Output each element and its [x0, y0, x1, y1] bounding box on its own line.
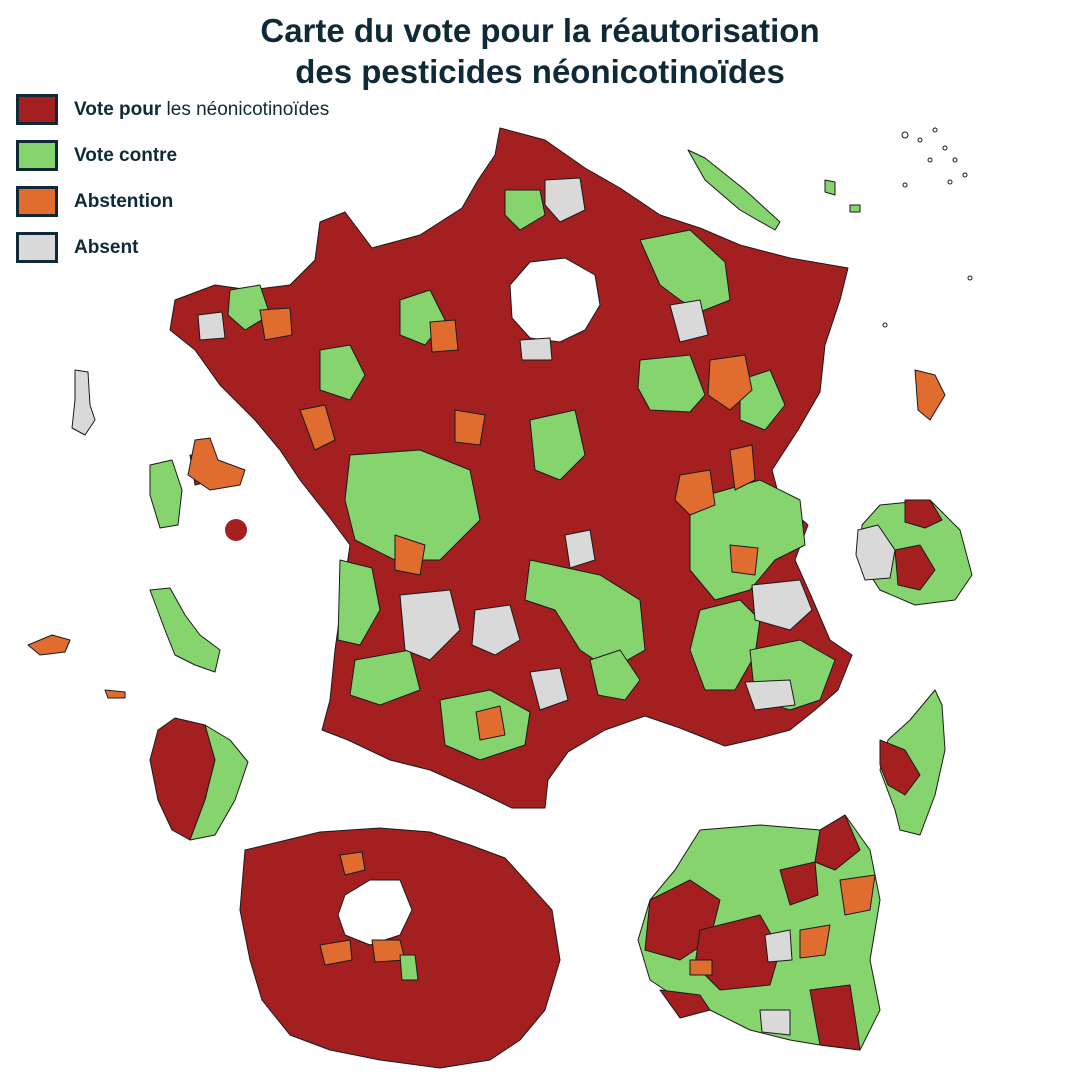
pc-pour: [659, 989, 711, 1019]
guyane-contre: [189, 724, 249, 841]
region-absent: [544, 177, 586, 223]
region-absent: [197, 311, 226, 341]
legend-swatch-absent: [16, 232, 58, 263]
wallis-island: [849, 204, 861, 213]
legend-label-contre: Vote contre: [74, 144, 178, 166]
pc-pour: [809, 984, 861, 1051]
guadeloupe-island: [225, 519, 247, 541]
reunion-pour: [904, 499, 943, 529]
pc-abstention: [689, 959, 713, 976]
spm-absent: [71, 369, 96, 436]
guadeloupe-west: [149, 459, 183, 529]
region-contre: [689, 599, 761, 691]
region-absent: [519, 337, 553, 361]
idf-abstention: [319, 939, 353, 966]
region-contre: [529, 409, 586, 481]
region-absent: [751, 579, 813, 631]
corsica: [879, 689, 946, 836]
pc-absent: [759, 1009, 791, 1036]
region-abstention: [394, 534, 426, 576]
martinique-contre: [149, 587, 221, 673]
paris-region-hole: [509, 257, 601, 343]
region-contre: [504, 189, 546, 231]
corsica-pour: [879, 739, 921, 796]
pc-abstention: [839, 874, 876, 916]
region-contre: [639, 229, 731, 313]
map-title-line2: des pesticides néonicotinoïdes: [295, 53, 785, 90]
polynesie-island: [824, 179, 836, 196]
legend-label-absent: Absent: [74, 236, 139, 258]
legend-item-abstention: Abstention: [16, 186, 329, 217]
region-abstention: [674, 469, 716, 516]
pc-absent: [764, 929, 793, 963]
small-island-abstention: [27, 634, 71, 656]
region-absent: [399, 589, 461, 661]
region-abstention: [729, 544, 759, 576]
pc-abstention: [799, 924, 831, 959]
mayotte-abstention: [914, 369, 946, 421]
region-contre: [319, 344, 366, 401]
region-abstention: [299, 404, 336, 451]
pc-pour: [814, 814, 861, 871]
region-contre: [589, 649, 641, 701]
region-abstention: [454, 409, 486, 446]
legend: Vote pour les néonicotinoïdes Vote contr…: [16, 94, 329, 278]
region-absent: [564, 529, 596, 569]
map-title: Carte du vote pour la réautorisation des…: [0, 10, 1080, 92]
legend-swatch-pour: [16, 94, 58, 125]
legend-item-pour: Vote pour les néonicotinoïdes: [16, 94, 329, 125]
region-contre: [349, 649, 421, 706]
region-abstention: [707, 354, 753, 411]
martinique: [149, 587, 221, 673]
legend-label-abstention: Abstention: [74, 190, 174, 212]
region-contre: [689, 479, 806, 601]
region-contre: [637, 354, 706, 413]
region-absent: [471, 604, 521, 656]
pc-pour: [779, 861, 819, 906]
region-contre: [344, 449, 481, 561]
paris-hole-inset: [337, 879, 413, 946]
polynesie-archipelago: [882, 127, 973, 328]
idf-contre: [399, 954, 419, 981]
legend-swatch-contre: [16, 140, 58, 171]
small-island-abstention: [104, 689, 126, 699]
legend-swatch-abstention: [16, 186, 58, 217]
guadeloupe: [149, 437, 247, 541]
guadeloupe-east: [187, 437, 246, 491]
reunion-pour: [894, 544, 936, 591]
region-absent: [529, 667, 569, 711]
region-absent: [744, 679, 796, 711]
ile-de-france-inset: [239, 827, 561, 1069]
nouvelle-caledonie: [687, 149, 781, 231]
legend-label-pour-rest: les néonicotinoïdes: [161, 98, 330, 120]
region-contre: [337, 559, 381, 646]
petite-couronne-inset: [637, 814, 881, 1051]
region-absent: [669, 299, 709, 343]
legend-item-absent: Absent: [16, 232, 329, 263]
reunion: [855, 499, 973, 606]
idf-abstention: [339, 851, 366, 876]
region-abstention: [475, 705, 506, 741]
region-contre: [227, 284, 271, 331]
reunion-absent: [855, 524, 896, 581]
region-abstention: [259, 307, 293, 341]
region-abstention: [429, 319, 459, 353]
legend-label-pour: Vote pour: [74, 98, 162, 120]
map-title-line1: Carte du vote pour la réautorisation: [260, 12, 820, 49]
region-abstention: [729, 444, 756, 491]
metropolitan-france: [169, 127, 853, 809]
guyane: [149, 717, 249, 841]
legend-item-contre: Vote contre: [16, 140, 329, 171]
